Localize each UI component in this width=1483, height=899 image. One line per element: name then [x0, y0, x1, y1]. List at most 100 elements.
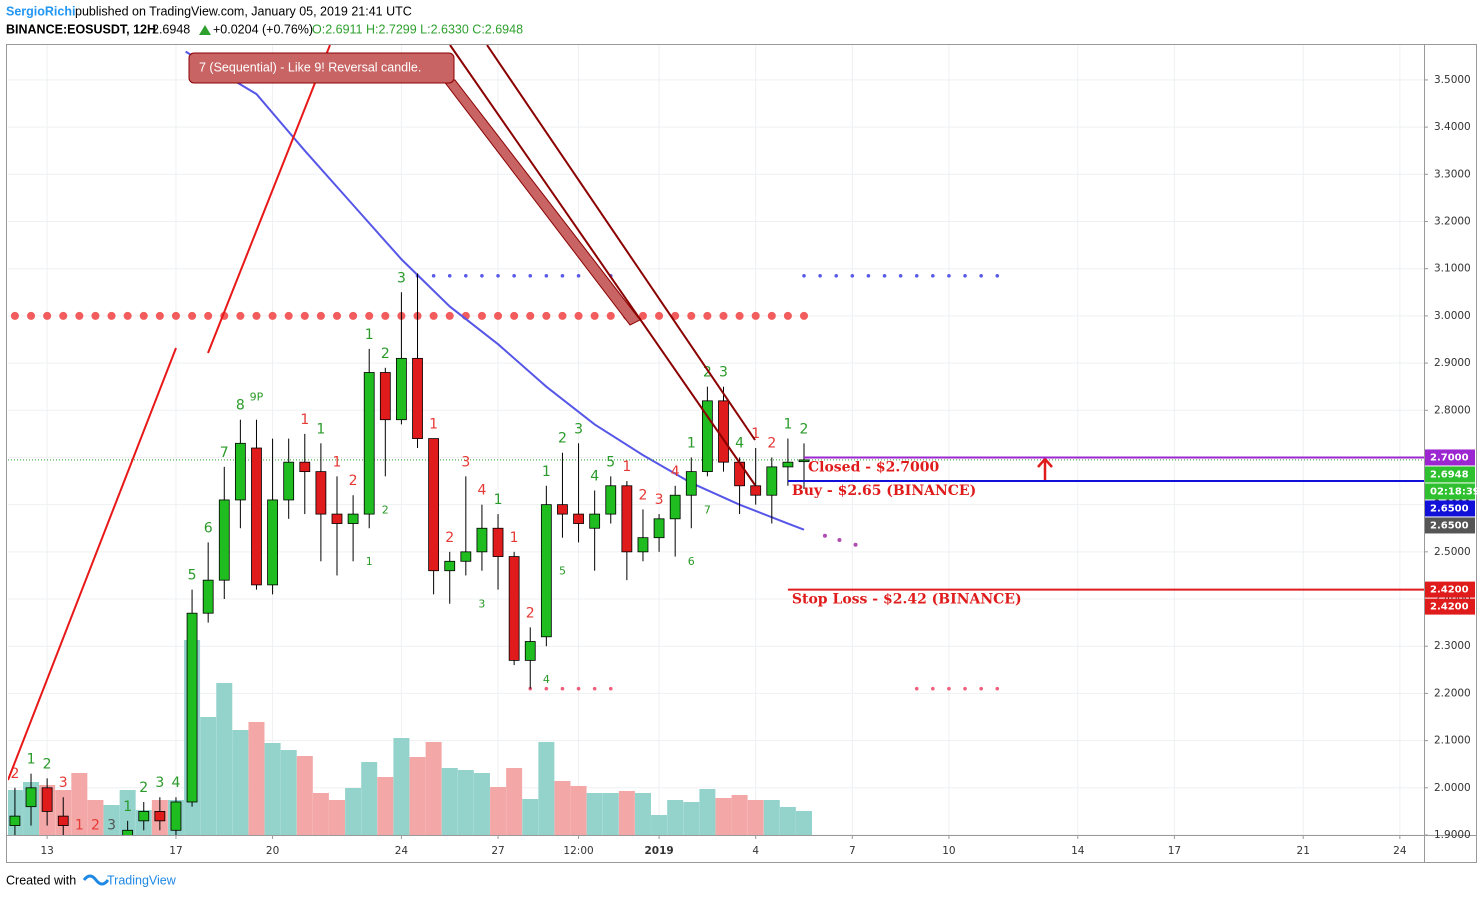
candle-body — [202, 579, 214, 614]
volume-bar — [602, 793, 619, 835]
volume-bar — [248, 722, 265, 835]
volume-bar — [763, 800, 780, 835]
level-dot — [655, 311, 664, 320]
level-label: Stop Loss - $2.42 (BINANCE) — [792, 592, 1022, 608]
td-label: 2 — [526, 605, 535, 621]
x-tick-label: 4 — [752, 845, 759, 857]
td-label: 1 — [27, 752, 36, 768]
level-dot — [91, 311, 100, 320]
candle-body — [734, 461, 745, 487]
volume-bar — [731, 795, 748, 835]
candle-body — [573, 513, 584, 524]
candle-body — [444, 560, 456, 572]
td-label: 1 — [300, 412, 309, 428]
level-dot — [447, 273, 452, 278]
y-tick-label: 2.3000 — [1434, 640, 1471, 652]
td-label: 7 — [220, 445, 229, 461]
level-dot — [75, 311, 84, 320]
td-label: 2 — [381, 346, 390, 362]
level-dot — [576, 273, 581, 278]
target-arrow — [1037, 457, 1053, 481]
td-label: 2 — [139, 780, 148, 796]
volume-bar — [296, 756, 313, 835]
channel-line — [486, 45, 756, 441]
candle-body — [25, 787, 37, 808]
footer-brand[interactable]: TradingView — [107, 873, 177, 887]
level-dot — [431, 273, 436, 278]
candle-body — [524, 641, 536, 661]
level-dot — [155, 311, 164, 320]
candle-body — [701, 400, 713, 473]
level-dot — [542, 311, 551, 320]
candle-body — [508, 556, 520, 661]
volume-bar — [651, 815, 668, 835]
x-tick-label: 24 — [1393, 845, 1407, 857]
volume-bar — [779, 807, 796, 835]
volume-bar — [71, 773, 88, 835]
header-change: +0.0204 (+0.76%) — [213, 22, 313, 36]
header-published: published on TradingView.com, January 05… — [75, 4, 412, 18]
level-dot — [332, 311, 341, 320]
x-tick-label: 20 — [266, 845, 279, 857]
header-author[interactable]: SergioRichi — [6, 4, 75, 18]
volume-bar — [345, 788, 362, 835]
candle-body — [412, 357, 423, 439]
td-label: 9P — [250, 391, 264, 404]
y-tick-label: 2.2000 — [1434, 687, 1471, 699]
price-tag-label: 2.4200 — [1430, 602, 1469, 613]
volume-bar — [747, 800, 764, 835]
candle-body — [557, 504, 568, 515]
level-dot — [480, 273, 484, 278]
candle-body — [331, 513, 343, 524]
td-label: 3 — [574, 421, 583, 437]
ma-projection-dot — [853, 542, 858, 547]
price-tag-label: 2.6948 — [1430, 469, 1469, 480]
volume-bar — [103, 805, 120, 835]
candle-body — [138, 811, 150, 822]
level-dot — [349, 311, 358, 320]
y-tick-label: 3.0000 — [1434, 310, 1471, 322]
level-dot — [719, 311, 728, 320]
candle-body — [170, 801, 182, 831]
callout-box — [188, 52, 455, 84]
level-dot — [381, 311, 390, 320]
candle-body — [154, 811, 166, 822]
level-dot — [544, 273, 549, 278]
callout-text: 7 (Sequential) - Like 9! Reversal candle… — [199, 60, 421, 74]
level-dot — [783, 311, 792, 320]
candle-body — [637, 537, 649, 553]
level-dot — [963, 273, 967, 278]
candle-body — [379, 372, 391, 421]
level-dot — [574, 311, 583, 320]
volume-bar — [699, 789, 716, 835]
level-dot — [252, 311, 261, 320]
td-label: 8 — [236, 398, 245, 414]
level-dot — [365, 311, 374, 320]
x-tick-label: 13 — [40, 845, 53, 857]
level-dot — [931, 273, 935, 278]
candle-body — [605, 485, 617, 515]
volume-bar — [538, 742, 555, 835]
y-tick-label: 2.0000 — [1434, 782, 1471, 794]
candle-body — [363, 372, 375, 515]
td-label: 5 — [559, 565, 566, 578]
price-tag — [1425, 581, 1475, 598]
level-dot — [528, 273, 533, 278]
level-dot — [834, 273, 839, 278]
volume-bar — [796, 811, 813, 835]
channel-line — [449, 45, 756, 486]
volume-bar — [119, 790, 136, 835]
td-label: 1 — [783, 417, 792, 433]
td-label: 3 — [655, 492, 664, 508]
td-label: 2 — [91, 818, 100, 834]
price-tag-label: 2.6500 — [1430, 520, 1469, 531]
level-dot — [818, 273, 822, 278]
level-dot — [979, 273, 983, 278]
level-dot — [429, 311, 438, 320]
x-tick-label: 7 — [849, 845, 856, 857]
drawings: 7 (Sequential) - Like 9! Reversal candle… — [8, 45, 1053, 781]
candle-body — [74, 844, 84, 853]
volume-bar — [425, 742, 442, 835]
